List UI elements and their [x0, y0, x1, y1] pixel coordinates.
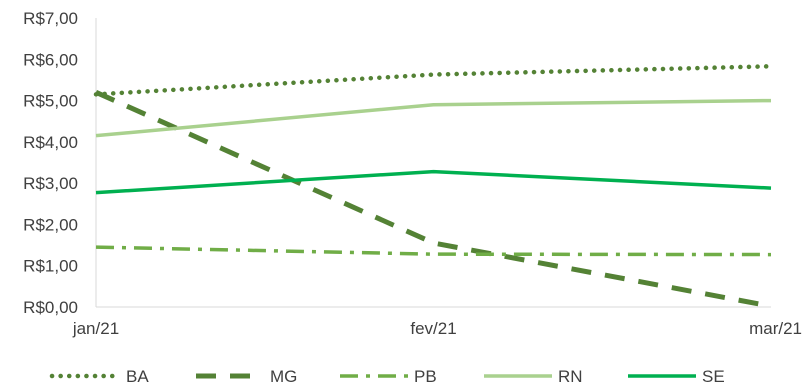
series-line-ba	[93, 64, 774, 97]
legend-item-rn: RN	[484, 367, 583, 385]
x-tick-label: jan/21	[72, 319, 119, 338]
y-tick-label: R$6,00	[23, 50, 78, 69]
legend-label: RN	[558, 367, 583, 385]
y-tick-label: R$5,00	[23, 92, 78, 111]
y-tick-labels: R$0,00 R$1,00 R$2,00 R$3,00 R$4,00 R$5,00 R$6,…	[23, 9, 78, 317]
y-tick-label: R$4,00	[23, 133, 78, 152]
legend-label: BA	[126, 367, 149, 385]
series-lines	[93, 64, 774, 309]
legend-item-se: SE	[628, 367, 725, 385]
y-tick-label: R$1,00	[23, 257, 78, 276]
legend-label: MG	[270, 367, 297, 385]
x-tick-label: mar/21	[749, 319, 802, 338]
legend-label: SE	[702, 367, 725, 385]
legend-item-ba: BA	[49, 367, 149, 385]
legend-item-mg: MG	[196, 367, 297, 385]
series-line-rn	[95, 98, 772, 138]
y-tick-label: R$2,00	[23, 215, 78, 234]
x-tick-labels: jan/21 fev/21 mar/21	[72, 319, 802, 338]
legend-item-pb: PB	[340, 367, 437, 385]
legend-label: PB	[414, 367, 437, 385]
legend: BA MG PB RN SE	[49, 367, 725, 385]
series-line-pb	[95, 245, 772, 257]
y-tick-label: R$3,00	[23, 174, 78, 193]
series-line-se	[95, 169, 772, 195]
x-tick-label: fev/21	[410, 319, 456, 338]
y-tick-label: R$0,00	[23, 298, 78, 317]
y-tick-label: R$7,00	[23, 9, 78, 28]
series-line-mg	[94, 90, 772, 309]
